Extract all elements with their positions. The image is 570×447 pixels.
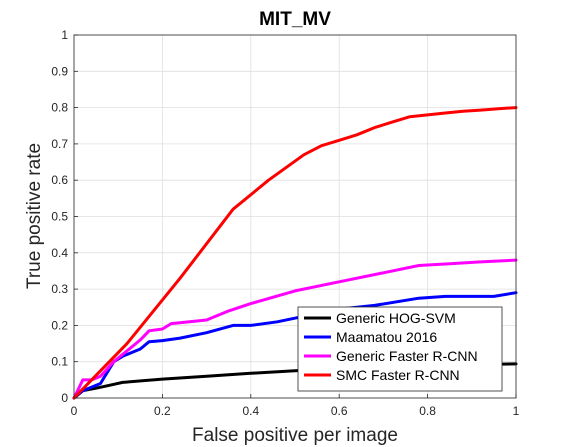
y-tick-label: 0.2 [51, 318, 68, 332]
x-tick-label: 0 [71, 404, 78, 418]
x-tick-label: 0.8 [419, 404, 436, 418]
chart-title: MIT_MV [259, 9, 331, 30]
y-tick-label: 0.3 [51, 282, 68, 296]
y-tick-label: 0.7 [51, 137, 68, 151]
legend-entry: SMC Faster R-CNN [336, 367, 460, 383]
x-tick-label: 0.6 [331, 404, 348, 418]
x-tick-label: 0.2 [154, 404, 171, 418]
legend-entry: Generic HOG-SVM [336, 310, 456, 326]
x-tick-label: 0.4 [242, 404, 259, 418]
y-tick-label: 0.8 [51, 101, 68, 115]
y-tick-label: 0.4 [51, 246, 68, 260]
y-tick-label: 0.6 [51, 173, 68, 187]
x-tick-label: 1 [513, 404, 520, 418]
legend-entry: Maamatou 2016 [336, 329, 437, 345]
y-tick-label: 0 [61, 391, 68, 405]
x-axis-label: False positive per image [192, 425, 398, 446]
y-tick-label: 0.1 [51, 355, 68, 369]
series-line-3 [72, 258, 518, 400]
axes-box [73, 34, 517, 399]
y-tick-label: 0.9 [51, 64, 68, 78]
series-line-4 [72, 106, 518, 400]
tick-labels: 0 0.2 0.4 0.6 0.8 1 0 0.1 0.2 0.3 0.4 0.5 0.6 0.7 0.8 0… [51, 28, 519, 418]
y-axis-label: True positive rate [24, 143, 45, 289]
legend-entry: Generic Faster R-CNN [336, 348, 478, 364]
series-line-2 [72, 291, 518, 400]
legend-box [297, 306, 503, 392]
y-tick-label: 0.5 [51, 210, 68, 224]
legend: Generic HOG-SVM Maamatou 2016 Generic Fast… [297, 306, 503, 392]
y-tick-label: 1 [61, 28, 68, 42]
